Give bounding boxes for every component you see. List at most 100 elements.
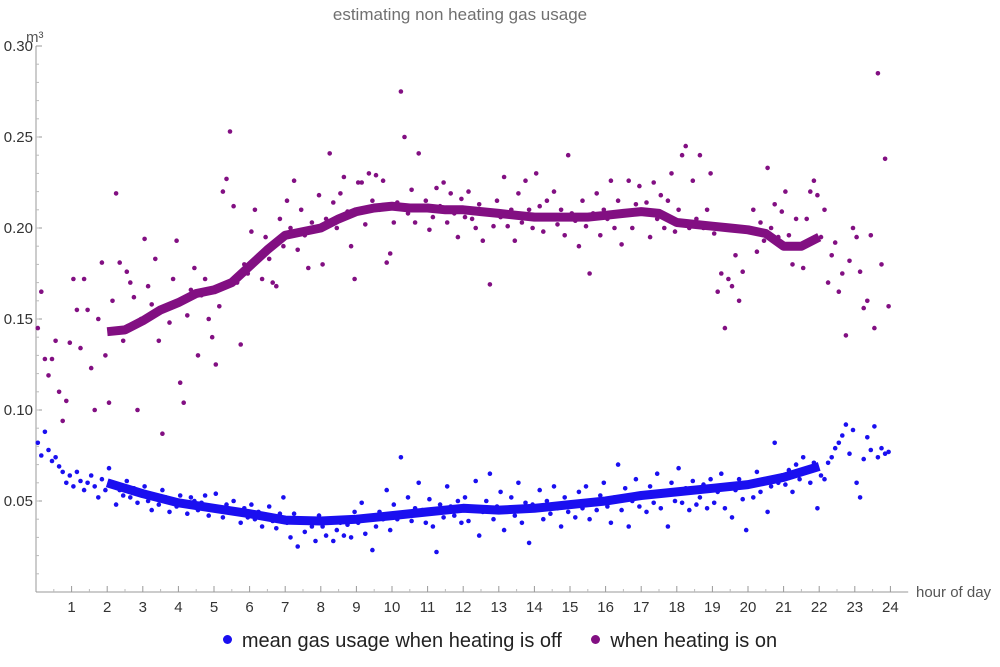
data-point-heating-on bbox=[427, 227, 432, 233]
data-point-heating-on bbox=[516, 191, 521, 196]
data-point-heating-on bbox=[277, 216, 283, 222]
data-point-heating-on bbox=[469, 216, 475, 222]
legend-marker-heating-off bbox=[222, 635, 232, 645]
axes: 1 2 3 4 5 6 7 8 9 10 11 12 13 14 15 16 17 18 19 20 21 22 23 240… bbox=[4, 29, 992, 616]
data-point-heating-on bbox=[56, 389, 62, 395]
data-point-heating-off bbox=[103, 487, 108, 493]
data-point-heating-off bbox=[452, 513, 457, 518]
data-point-heating-off bbox=[334, 527, 340, 533]
data-point-heating-on bbox=[644, 200, 649, 205]
data-point-heating-on bbox=[266, 256, 272, 262]
data-point-heating-on bbox=[412, 220, 418, 225]
data-point-heating-off bbox=[441, 515, 446, 520]
data-point-heating-off bbox=[541, 516, 546, 522]
data-point-heating-on bbox=[113, 191, 119, 196]
data-point-heating-off bbox=[309, 524, 315, 529]
data-point-heating-on bbox=[722, 325, 728, 331]
data-point-heating-on bbox=[462, 214, 468, 220]
data-point-heating-on bbox=[523, 178, 528, 183]
data-point-heating-on bbox=[505, 223, 511, 229]
legend: mean gas usage when heating is off when … bbox=[0, 630, 1000, 653]
x-tick-label: 20 bbox=[740, 599, 757, 616]
data-point-heating-off bbox=[679, 500, 685, 506]
data-point-heating-off bbox=[302, 529, 308, 535]
data-point-heating-off bbox=[822, 476, 827, 482]
trend-line-heating-off bbox=[105, 462, 821, 526]
data-point-heating-off bbox=[455, 498, 461, 504]
trend-lines bbox=[105, 201, 822, 526]
data-point-heating-on bbox=[120, 338, 126, 344]
data-point-heating-on bbox=[854, 234, 859, 240]
data-point-heating-off bbox=[427, 496, 432, 502]
data-point-heating-on bbox=[857, 269, 863, 275]
data-point-heating-off bbox=[815, 506, 820, 511]
data-point-heating-on bbox=[298, 207, 304, 213]
data-point-heating-on bbox=[783, 189, 788, 194]
data-point-heating-off bbox=[872, 424, 877, 429]
data-point-heating-on bbox=[227, 129, 233, 134]
data-point-heating-off bbox=[135, 500, 140, 506]
x-tick-label: 5 bbox=[210, 599, 218, 616]
x-tick-label: 17 bbox=[633, 599, 650, 616]
data-point-heating-off bbox=[259, 524, 265, 529]
data-point-heating-off bbox=[96, 495, 101, 500]
data-point-heating-on bbox=[252, 207, 258, 213]
data-point-heating-on bbox=[711, 231, 717, 236]
data-point-heating-on bbox=[544, 198, 550, 203]
data-point-heating-off bbox=[60, 469, 65, 475]
data-point-heating-off bbox=[836, 440, 842, 446]
data-point-heating-off bbox=[291, 511, 297, 516]
x-tick-label: 21 bbox=[775, 599, 792, 616]
data-point-heating-on bbox=[708, 171, 713, 176]
data-point-heating-off bbox=[847, 451, 852, 457]
data-point-heating-off bbox=[576, 489, 582, 495]
data-point-heating-on bbox=[662, 225, 667, 231]
data-point-heating-on bbox=[576, 243, 582, 249]
data-point-heating-on bbox=[719, 271, 724, 276]
data-point-heating-off bbox=[783, 482, 788, 487]
data-point-heating-on bbox=[259, 276, 265, 282]
data-point-heating-on bbox=[167, 320, 172, 325]
data-point-heating-on bbox=[825, 280, 831, 285]
x-tick-label: 19 bbox=[704, 599, 721, 616]
data-point-heating-off bbox=[857, 495, 863, 500]
data-point-heating-on bbox=[249, 229, 254, 234]
data-point-heating-off bbox=[462, 495, 468, 500]
data-point-heating-on bbox=[772, 202, 777, 207]
y-tick-label: 0.20 bbox=[4, 220, 33, 237]
data-point-heating-on bbox=[487, 282, 493, 287]
data-point-heating-on bbox=[96, 316, 101, 322]
data-point-heating-off bbox=[177, 493, 183, 498]
data-point-heating-off bbox=[78, 478, 83, 484]
data-point-heating-on bbox=[434, 185, 439, 191]
data-point-heating-on bbox=[42, 356, 48, 362]
data-point-heating-on bbox=[861, 305, 866, 311]
x-tick-label: 14 bbox=[526, 599, 543, 616]
data-point-heating-off bbox=[120, 493, 126, 498]
data-point-heating-off bbox=[220, 515, 226, 520]
data-point-heating-off bbox=[711, 500, 717, 506]
data-point-heating-off bbox=[281, 495, 286, 500]
data-point-heating-off bbox=[88, 473, 94, 478]
data-point-heating-on bbox=[327, 151, 333, 156]
data-point-heating-on bbox=[587, 271, 592, 276]
data-point-heating-on bbox=[558, 207, 564, 213]
data-point-heating-off bbox=[206, 513, 211, 518]
data-point-heating-on bbox=[494, 198, 500, 203]
data-point-heating-off bbox=[832, 445, 838, 451]
data-point-heating-off bbox=[622, 486, 628, 491]
data-point-heating-off bbox=[654, 471, 660, 477]
data-point-heating-off bbox=[476, 533, 482, 538]
data-point-heating-off bbox=[74, 469, 80, 475]
data-point-heating-off bbox=[740, 496, 745, 502]
data-point-heating-off bbox=[687, 507, 692, 513]
data-point-heating-on bbox=[117, 260, 122, 265]
data-point-heating-on bbox=[633, 202, 639, 207]
data-point-heating-off bbox=[313, 538, 318, 544]
data-point-heating-off bbox=[71, 484, 76, 489]
data-point-heating-on bbox=[99, 260, 105, 265]
data-point-heating-on bbox=[370, 198, 375, 203]
data-point-heating-off bbox=[829, 455, 834, 460]
data-point-heating-on bbox=[829, 253, 834, 258]
data-point-heating-on bbox=[295, 247, 301, 253]
